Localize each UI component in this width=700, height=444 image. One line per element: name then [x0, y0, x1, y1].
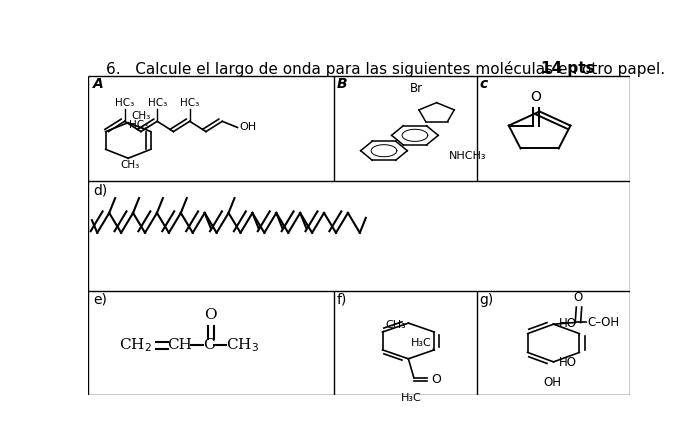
Text: NHCH₃: NHCH₃	[449, 151, 486, 161]
Text: HO: HO	[559, 356, 577, 369]
Text: d): d)	[93, 183, 107, 197]
Text: A: A	[93, 77, 104, 91]
Text: CH$_3$: CH$_3$	[225, 336, 258, 354]
Text: O: O	[431, 373, 441, 386]
Text: O: O	[531, 91, 541, 104]
Text: 6.   Calcule el largo de onda para las siguientes moléculas en otro papel.: 6. Calcule el largo de onda para las sig…	[106, 61, 675, 77]
Text: O: O	[204, 308, 217, 322]
Text: e): e)	[93, 293, 107, 307]
Text: CH₃: CH₃	[385, 320, 406, 330]
Text: g): g)	[480, 293, 494, 307]
Text: HC₃: HC₃	[180, 98, 200, 108]
Text: f): f)	[337, 293, 347, 307]
Text: 14 pts: 14 pts	[541, 61, 595, 76]
Text: CH$_2$: CH$_2$	[119, 336, 151, 354]
Text: CH₃: CH₃	[131, 111, 150, 121]
Text: Br: Br	[410, 82, 423, 95]
Text: CH₃: CH₃	[120, 160, 139, 170]
Text: HC₃: HC₃	[129, 120, 148, 130]
Text: c: c	[480, 77, 488, 91]
Text: OH: OH	[239, 123, 256, 132]
Text: OH: OH	[543, 376, 561, 388]
Text: HO: HO	[559, 317, 577, 330]
Text: H₃C: H₃C	[411, 338, 431, 348]
Text: O: O	[574, 291, 583, 304]
Text: CH: CH	[167, 338, 192, 352]
Text: H₃C: H₃C	[400, 393, 421, 403]
Text: HC₃: HC₃	[148, 98, 167, 108]
Text: C: C	[203, 338, 214, 352]
Text: C–OH: C–OH	[587, 316, 620, 329]
Text: HC₃: HC₃	[115, 98, 134, 108]
Text: B: B	[337, 77, 348, 91]
